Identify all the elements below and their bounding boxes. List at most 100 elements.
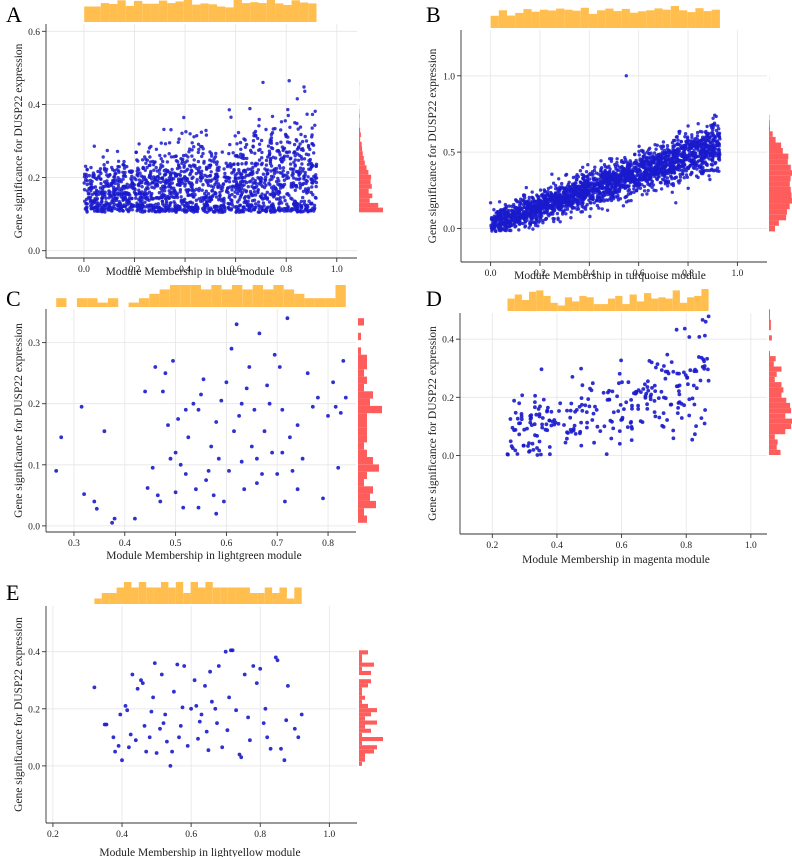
scatter-point [578,192,582,196]
scatter-point [312,203,317,207]
right-histogram-bar [769,429,786,435]
scatter-point [260,150,264,155]
scatter-point [133,738,138,743]
scatter-point [133,187,137,192]
scatter-point [701,160,706,164]
scatter-point [218,190,222,195]
scatter-point [585,174,590,178]
scatter-point [136,159,140,163]
scatter-point [615,174,619,178]
top-histogram-bar [658,297,666,312]
top-histogram-bar [294,293,305,307]
scatter-point [659,187,664,191]
scatter-point [261,208,265,212]
scatter-point [604,189,609,194]
scatter-point [656,153,660,157]
right-histogram-bar [769,361,774,367]
scatter-point [176,140,180,144]
scatter-point [267,200,272,204]
scatter-point [83,164,88,168]
scatter-point [246,199,250,203]
scatter-point [230,192,234,197]
scatter-point [110,181,114,186]
scatter-point [576,200,580,204]
scatter-point [534,216,538,221]
scatter-point [91,200,95,204]
scatter-point [160,189,164,193]
scatter-point [220,745,225,750]
top-histogram-bar [134,0,143,23]
scatter-point [262,429,267,434]
scatter-point [279,128,283,132]
scatter-point [146,183,150,187]
scatter-point [706,139,710,143]
right-histogram-bar [769,186,791,193]
scatter-point [309,177,313,181]
right-histogram-bar [769,356,776,362]
scatter-point [140,681,145,685]
right-histogram-bar [359,198,370,203]
y-tick-label: 0.4 [28,101,40,111]
scatter-point [286,107,290,112]
scatter-point [160,199,165,203]
scatter-point [668,160,673,164]
scatter-point [199,199,203,203]
scatter-point [233,134,237,138]
scatter-point [508,417,513,421]
scatter-point [257,177,261,181]
right-histogram [359,80,383,213]
scatter-point [89,185,93,189]
scatter-point [118,712,123,717]
scatter-point [234,708,239,713]
scatter-point [224,380,229,385]
scatter-point [652,171,656,175]
scatter-point [92,685,97,690]
scatter-point [108,190,112,194]
scatter-point [707,144,712,148]
scatter-point [306,145,311,149]
scatter-point [673,143,677,147]
scatter-point [586,397,591,401]
scatter-point [692,402,697,407]
scatter-point [599,176,603,181]
scatter-point [687,413,692,418]
scatter-point [92,144,97,148]
scatter-point [163,172,167,176]
scatter-point [619,172,623,177]
scatter-point [144,161,148,165]
scatter-point [710,126,714,130]
top-histogram-bar [308,3,317,23]
scatter-point [109,209,114,213]
scatter-point [524,202,528,206]
scatter-point [558,401,563,406]
top-histogram-bar [670,6,679,28]
scatter-point [167,183,171,187]
scatter-point [227,206,231,210]
scatter-point [273,192,277,196]
scatter-point [88,198,93,203]
scatter-point [180,208,184,212]
scatter-point [560,197,564,201]
scatter-point [580,383,585,388]
scatter-point [149,171,153,175]
scatter-point [191,192,195,196]
scatter-point [572,206,577,210]
scatter-point [691,165,696,170]
scatter-point [102,180,107,184]
scatter-point [203,206,207,210]
scatter-point [622,167,626,171]
right-histogram-bar [359,113,360,119]
scatter-point [642,165,647,169]
top-histogram-bar [608,298,616,311]
scatter-point [279,120,284,124]
scatter-point [264,163,269,167]
scatter-point [249,444,254,449]
scatter-point [121,208,125,213]
scatter-point [291,185,295,189]
scatter-point [244,173,249,178]
scatter-point [565,436,569,441]
scatter-point [607,181,612,185]
top-histogram-bar [264,587,273,604]
top-histogram-bar [183,0,193,22]
right-histogram-bar [358,391,373,399]
